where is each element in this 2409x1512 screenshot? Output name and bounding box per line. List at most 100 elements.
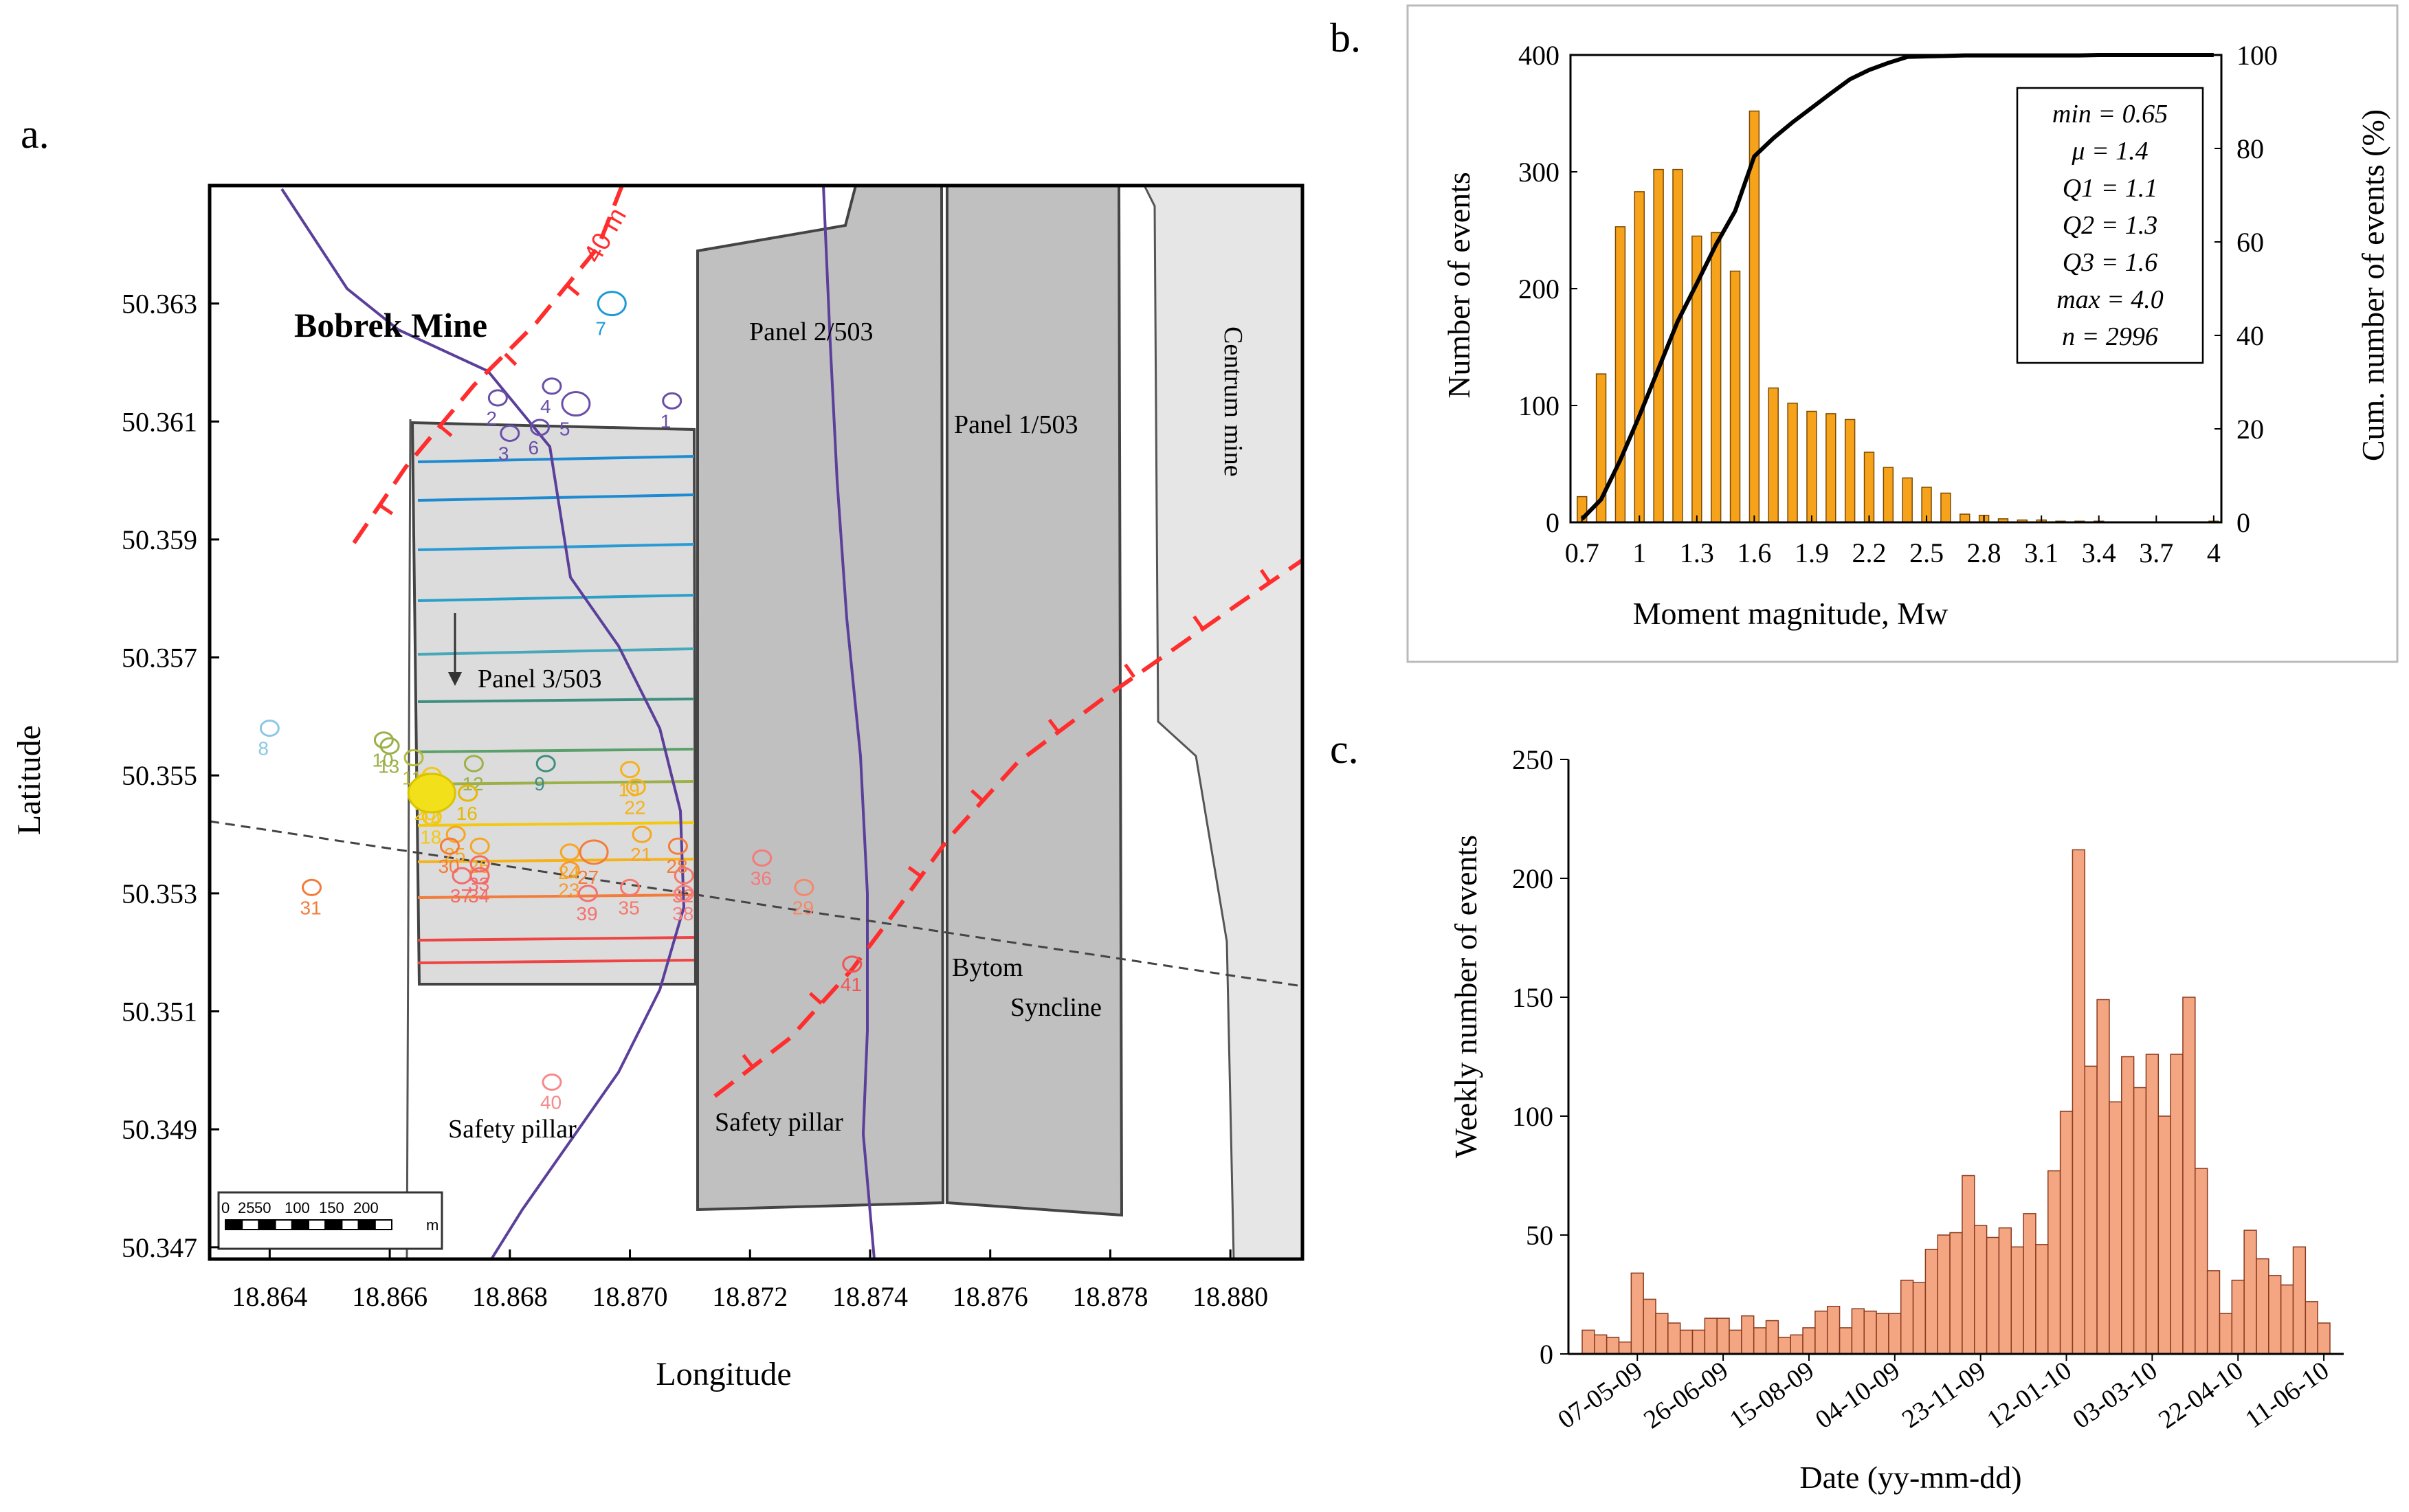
panel-3-face-line: [417, 893, 695, 899]
weekly-bar: [2170, 1054, 2184, 1355]
event-label: 31: [300, 897, 322, 918]
magnitude-bar: [1614, 226, 1626, 523]
event-label: 18: [420, 826, 441, 847]
weekly-bar: [1974, 1225, 1988, 1355]
chart-b-y2-tick-label: 20: [2236, 414, 2264, 445]
weekly-bar: [1606, 1337, 1620, 1355]
magnitude-bar: [1844, 419, 1856, 523]
panel-3-face-line: [417, 959, 695, 964]
weekly-bar: [1643, 1298, 1656, 1355]
panel-3-face-line: [417, 543, 695, 551]
fault-tick: [970, 789, 984, 802]
panel-3-face-line: [417, 594, 695, 602]
event-label: 6: [528, 437, 539, 458]
panel-2-label: Panel 2/503: [749, 318, 873, 346]
event-circle: [577, 885, 598, 902]
weekly-bar: [2256, 1258, 2269, 1355]
stats-line: Q2 = 1.3: [2063, 211, 2158, 240]
panel-3-face-line: [417, 455, 695, 463]
safety-pillar-label: Safety pillar: [448, 1115, 577, 1144]
event-label: 2: [486, 408, 497, 429]
fault-tick: [504, 353, 518, 366]
stats-box: min = 0.65 μ = 1.4 Q1 = 1.1 Q2 = 1.3 Q3 = 1.…: [2016, 87, 2204, 364]
weekly-bar: [2219, 1313, 2233, 1355]
chart-c-x-tick-label: 11-06-10: [2240, 1356, 2334, 1434]
event-circle: [469, 837, 490, 855]
chart-c-y-tick-label: 100: [1512, 1101, 1553, 1132]
event-circle: [469, 855, 490, 873]
fault-tick: [808, 992, 823, 1005]
chart-c-x-axis-label: Date (yy-mm-dd): [1799, 1460, 2021, 1495]
chart-b-y-axis-label: Number of events: [1441, 172, 1476, 399]
event-circle: [674, 885, 694, 902]
event-label: 38: [672, 903, 693, 924]
chart-b-y2-axis-label: Cum. number of events (%): [2355, 109, 2390, 461]
event-circle: [579, 839, 609, 865]
weekly-bar: [2305, 1301, 2318, 1355]
weekly-bar: [1851, 1308, 1865, 1355]
chart-c-x-tick-label: 04-10-09: [1810, 1356, 1905, 1434]
map-x-tick-label: 18.866: [352, 1281, 428, 1312]
weekly-bar: [2133, 1087, 2147, 1355]
map-y-tick-label: 50.353: [122, 878, 197, 909]
scale-bar-tick-label: 150: [319, 1199, 344, 1216]
panel-b-letter: b.: [1330, 15, 1361, 60]
scale-bar-tick-label: 200: [353, 1199, 379, 1216]
event-label: 37: [450, 885, 471, 907]
stats-box-frame: [2016, 87, 2204, 364]
panel-3-face-line: [417, 748, 695, 753]
event-label: 9: [534, 773, 545, 794]
chart-c-y-axis-label: Weekly number of events: [1448, 835, 1483, 1158]
magnitude-bar: [1634, 191, 1645, 523]
event-label: 30: [438, 856, 459, 877]
weekly-bar: [1814, 1310, 1828, 1355]
centrum-mine-label: Centrum mine: [1219, 326, 1247, 476]
scale-bar: 0 25 50 100 150 200 m: [217, 1191, 443, 1250]
event-label: 40: [540, 1092, 562, 1113]
mine-boundary-line: [406, 419, 412, 1260]
magnitude-bar: [1710, 232, 1722, 523]
weekly-bar: [2084, 1065, 2098, 1355]
chart-c-x-tick-label: 03-03-10: [2067, 1356, 2162, 1434]
weekly-bar: [2182, 997, 2196, 1355]
scale-bar-segment: [241, 1219, 260, 1230]
panel-3-label: Panel 3/503: [478, 665, 601, 693]
panel-1-label: Panel 1/503: [954, 410, 1078, 439]
weekly-bar: [1581, 1329, 1595, 1355]
event-circle: [500, 424, 520, 443]
chart-b-x-tick-label: 2.8: [1967, 537, 2001, 568]
chart-c-y-tick-label: 250: [1512, 744, 1553, 775]
weekly-bar: [1618, 1341, 1632, 1355]
event-circle: [542, 377, 562, 395]
fault-tick: [438, 425, 453, 438]
scale-bar-segment: [324, 1219, 343, 1230]
event-label: 4: [540, 396, 551, 417]
chart-c-y-tick-label: 50: [1526, 1220, 1553, 1251]
magnitude-bar: [1672, 168, 1683, 523]
magnitude-bar: [1749, 110, 1760, 523]
event-circle: [667, 837, 688, 855]
map-x-axis-label: Longitude: [656, 1356, 791, 1392]
chart-c-x-tick-label: 07-05-09: [1553, 1356, 1647, 1434]
map-x-tick-label: 18.878: [1072, 1281, 1148, 1312]
weekly-bar: [1679, 1329, 1694, 1355]
chart-b-y2-tick-label: 40: [2236, 320, 2264, 351]
event-circle: [620, 878, 641, 896]
event-label: 7: [595, 318, 606, 340]
chart-c-x-tick-label: 26-06-09: [1639, 1356, 1733, 1434]
weekly-bar: [1765, 1320, 1779, 1355]
weekly-bar: [2243, 1230, 2257, 1355]
bobrek-mine-label: Bobrek Mine: [294, 306, 487, 344]
event-circle: [458, 784, 478, 802]
event-label: 23: [558, 880, 579, 901]
weekly-bar: [2010, 1246, 2024, 1355]
weekly-bar: [2023, 1213, 2036, 1355]
panel-3-face-line: [417, 780, 695, 786]
chart-c-x-tick-label: 23-11-09: [1897, 1356, 1991, 1434]
event-label: 41: [841, 974, 862, 995]
chart-b-x-tick-label: 3.7: [2139, 537, 2173, 568]
map-axes: 18.864 18.866 18.868 18.870 18.872 18.874 18.8…: [122, 289, 1268, 1312]
stats-line: max = 4.0: [2056, 285, 2163, 314]
section-dashed-line: [209, 820, 1303, 988]
event-label: 12: [462, 773, 483, 794]
